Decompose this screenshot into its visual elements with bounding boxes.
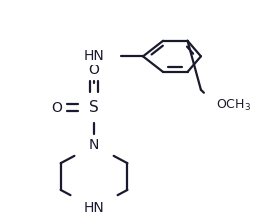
- Text: OCH$_3$: OCH$_3$: [217, 98, 251, 113]
- Text: HN: HN: [84, 49, 105, 63]
- Text: N: N: [89, 138, 99, 152]
- Text: O: O: [51, 101, 62, 114]
- Text: S: S: [89, 100, 99, 115]
- Text: HN: HN: [84, 201, 105, 215]
- Text: O: O: [89, 63, 99, 77]
